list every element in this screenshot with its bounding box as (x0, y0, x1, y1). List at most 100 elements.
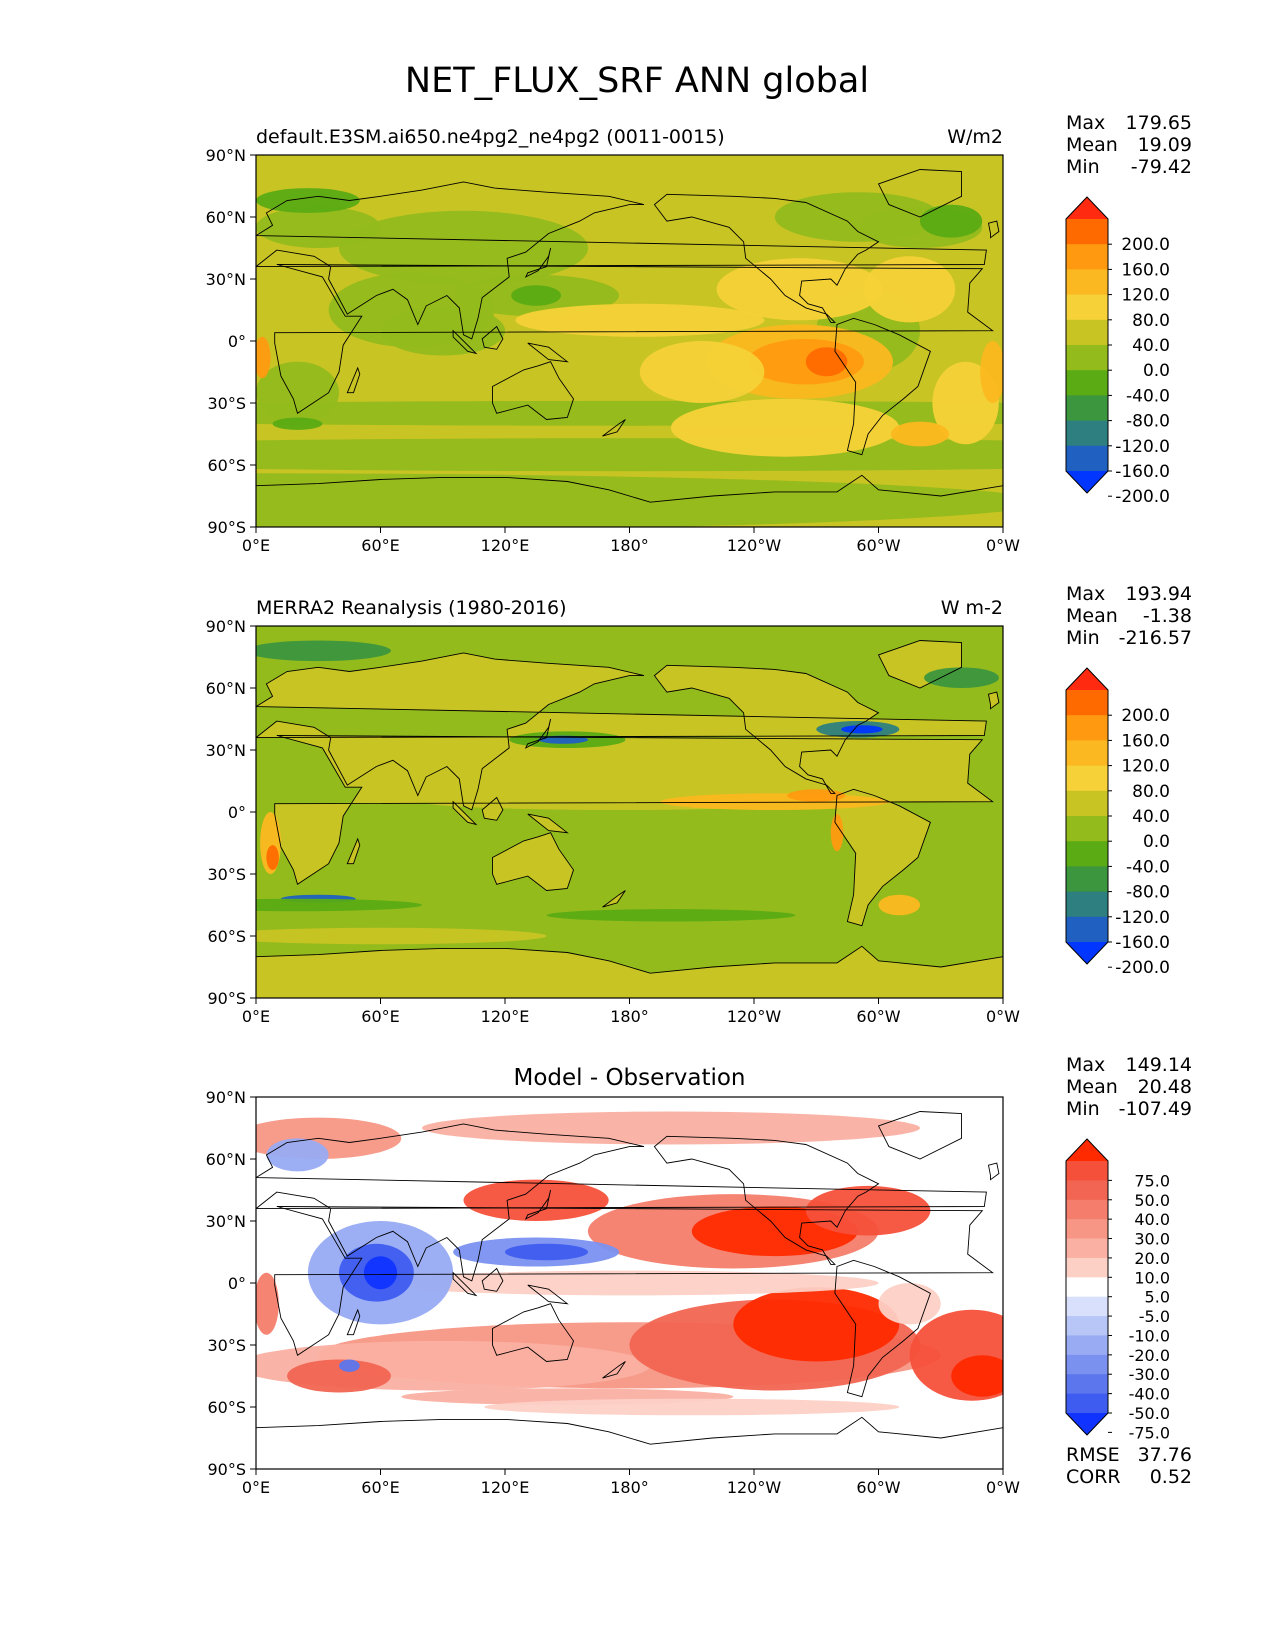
colorbar-band (1066, 1199, 1108, 1220)
stat-extra-value: 0.52 (1150, 1466, 1192, 1488)
stat-value: 19.09 (1138, 134, 1192, 156)
field-patch (639, 341, 765, 403)
map-difference (255, 1096, 1004, 1470)
colorbar-label: -30.0 (1129, 1365, 1170, 1384)
stat-label: Min (1066, 627, 1100, 649)
coastline-nz (602, 890, 626, 908)
colorbar-label: 160.0 (1121, 260, 1170, 280)
colorbar-label: 10.0 (1134, 1268, 1170, 1287)
lat-tick-label: 60°N (206, 1150, 246, 1169)
colorbar-extend-top (1066, 197, 1108, 219)
field-patch (256, 898, 422, 912)
field-contours (256, 1111, 1003, 1416)
lon-tick-label: 120°W (727, 1478, 782, 1497)
colorbar-label: -10.0 (1129, 1326, 1170, 1345)
colorbar-label: 80.0 (1132, 311, 1170, 331)
colorbar-label: 20.0 (1134, 1249, 1170, 1268)
field-patch (256, 640, 391, 662)
lon-tick-label: 60°W (856, 536, 900, 555)
colorbar-label: 40.0 (1132, 807, 1170, 827)
colorbar-extend-top (1066, 1139, 1108, 1161)
colorbar-band (1066, 1335, 1108, 1356)
field-patch (272, 417, 323, 430)
figure-title: NET_FLUX_SRF ANN global (405, 61, 869, 101)
field-patch (287, 1359, 391, 1393)
colorbar-label: -40.0 (1129, 1385, 1170, 1404)
colorbar-label: 40.0 (1132, 336, 1170, 356)
lon-tick-label: 60°E (361, 536, 399, 555)
colorbar-label: 5.0 (1145, 1288, 1170, 1307)
lon-tick-label: 0°W (986, 1007, 1020, 1026)
colorbar-band (1066, 269, 1108, 296)
coastline-newguinea (527, 342, 569, 363)
lat-tick-label: 60°S (207, 1398, 246, 1417)
coastline-borneo (481, 1267, 504, 1292)
colorbar-band (1066, 319, 1108, 346)
colorbar-band (1066, 841, 1108, 867)
colorbar-difference: 75.050.040.030.020.010.05.0-5.0-10.0-20.… (1065, 1138, 1170, 1442)
lon-tick-label: 180° (610, 536, 649, 555)
colorbar-band (1066, 690, 1108, 716)
colorbar-label: -5.0 (1139, 1307, 1170, 1326)
lat-tick-label: 0° (228, 803, 246, 822)
coastline-antarctica (256, 945, 1003, 998)
field-patch (546, 909, 796, 922)
stat-value: 179.65 (1126, 112, 1192, 134)
field-patch (671, 398, 900, 457)
coastline-africa (274, 735, 994, 886)
lat-tick-label: 30°N (206, 741, 246, 760)
coastline-japan (524, 718, 552, 749)
colorbar-label: -80.0 (1126, 883, 1170, 903)
stat-extra-value: 37.76 (1138, 1444, 1192, 1466)
coastline-namerica (653, 1135, 880, 1265)
colorbar-band (1066, 1393, 1108, 1414)
colorbar-extend-top (1066, 668, 1108, 690)
field-patch (422, 1111, 920, 1145)
colorbar-extend-bottom (1066, 1413, 1108, 1435)
colorbar-label: -40.0 (1126, 386, 1170, 406)
coastline-africa (274, 264, 994, 415)
coastline-sumatra (452, 800, 478, 826)
field-patch (890, 421, 950, 447)
coastline-antarctica (256, 474, 1003, 527)
colorbar-label: 30.0 (1134, 1230, 1170, 1249)
lat-tick-label: 90°S (207, 989, 246, 1008)
coastline-uk (987, 691, 1000, 710)
colorbar-band (1066, 916, 1108, 943)
map-model (255, 154, 1004, 528)
colorbar-label: 0.0 (1143, 832, 1170, 852)
coastline-greenland (877, 169, 962, 218)
lon-tick-label: 0°E (242, 1007, 270, 1026)
field-patch (924, 667, 999, 688)
lon-tick-label: 180° (610, 1478, 649, 1497)
colorbar-band (1066, 715, 1108, 741)
coastline-australia (492, 361, 574, 420)
coastline-australia (492, 1303, 574, 1362)
coastline-madagascar (346, 837, 361, 865)
panel-difference: 90°N 60°N 30°N 0° 30°S 60°S 90°S0°E 60°E 120°E 18… (206, 1054, 1192, 1497)
lon-tick-label: 120°W (727, 1007, 782, 1026)
map-observation (255, 625, 1004, 999)
lon-tick-label: 60°E (361, 1478, 399, 1497)
field-patch (920, 204, 983, 238)
colorbar-band (1066, 816, 1108, 842)
colorbar-band (1066, 445, 1108, 472)
coastline-samerica (834, 788, 931, 927)
coastline-namerica (653, 664, 880, 794)
colorbar-band (1066, 1374, 1108, 1395)
coastline-uk (987, 1162, 1000, 1181)
colorbar-band (1066, 345, 1108, 371)
panel-model: 90°N 60°N 30°N 0° 30°S 60°S 90°S0°E 60°E 120°E 18… (206, 112, 1192, 555)
colorbar-label: -160.0 (1115, 462, 1170, 482)
colorbar-label: 160.0 (1121, 731, 1170, 751)
colorbar-observation: 200.0 160.0 120.0 80.0 40.0 0.0 -40.0 -80.0 -120… (1065, 667, 1170, 978)
coastline-samerica (834, 317, 931, 456)
stat-label: Mean (1066, 605, 1118, 627)
colorbar-band (1066, 1238, 1108, 1259)
stat-label: Min (1066, 156, 1100, 178)
colorbar-band (1066, 740, 1108, 767)
field-patch (980, 341, 1003, 403)
lat-tick-label: 90°N (206, 617, 246, 636)
coastline-borneo (481, 796, 504, 821)
stat-label: Min (1066, 1098, 1100, 1120)
